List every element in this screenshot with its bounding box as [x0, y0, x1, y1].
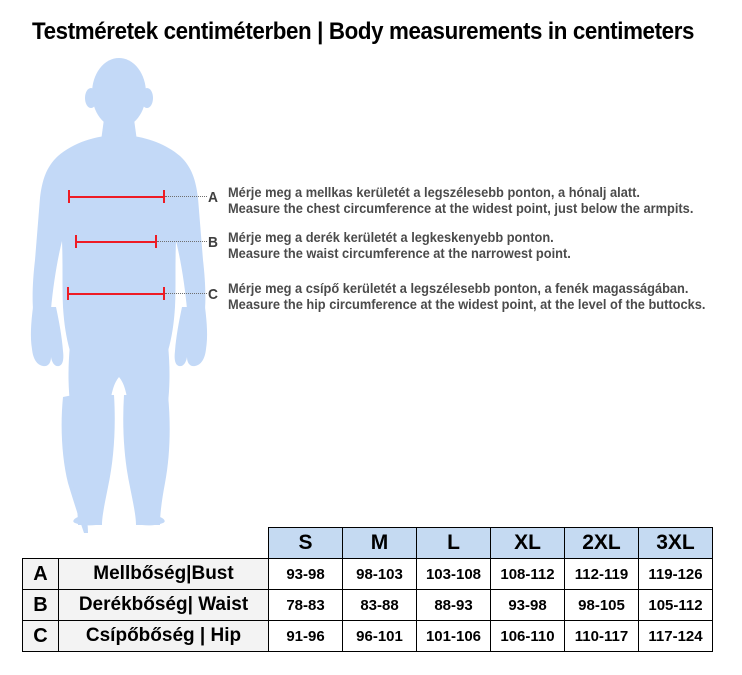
leader-line-b: [157, 241, 207, 242]
description-a: Mérje meg a mellkas kerületét a legszéle…: [228, 185, 703, 217]
cell-waist-m: 83-88: [342, 589, 417, 621]
description-c: Mérje meg a csípő kerületét a legszélese…: [228, 281, 706, 313]
size-table-body: A Mellbőség|Bust 93-98 98-103 103-108 10…: [22, 558, 713, 652]
measurement-cap-c-right: [163, 287, 165, 300]
size-header-s: S: [268, 527, 343, 559]
body-silhouette-figure: [18, 55, 238, 535]
cell-waist-3xl: 105-112: [638, 589, 713, 621]
cell-waist-2xl: 98-105: [564, 589, 639, 621]
size-header-xl: XL: [490, 527, 565, 559]
corner-blank-name: [59, 528, 269, 559]
size-header-3xl: 3XL: [638, 527, 713, 559]
corner-blank-letter: [23, 528, 59, 559]
row-letter-a: A: [22, 558, 59, 590]
cell-hip-xl: 106-110: [490, 620, 565, 652]
cell-bust-l: 103-108: [416, 558, 491, 590]
row-name-hip: Csípőbőség | Hip: [58, 620, 269, 652]
measurement-cap-c-left: [67, 287, 69, 300]
size-header-l: L: [416, 527, 491, 559]
description-a-en: Measure the chest circumference at the w…: [228, 201, 694, 216]
cell-waist-xl: 93-98: [490, 589, 565, 621]
cell-bust-s: 93-98: [268, 558, 343, 590]
description-b: Mérje meg a derék kerületét a legkeskeny…: [228, 230, 703, 262]
size-table: S M L XL 2XL 3XL A Mellbőség|Bust 93-98 …: [22, 527, 713, 652]
callout-label-c: C: [208, 286, 218, 303]
measurement-line-b: [75, 241, 155, 243]
cell-waist-l: 88-93: [416, 589, 491, 621]
description-b-hu: Mérje meg a derék kerületét a legkeskeny…: [228, 230, 554, 245]
cell-bust-m: 98-103: [342, 558, 417, 590]
size-header-2xl: 2XL: [564, 527, 639, 559]
row-letter-b: B: [22, 589, 59, 621]
callout-label-a: A: [208, 189, 218, 206]
size-table-header-row: S M L XL 2XL 3XL: [23, 527, 713, 559]
body-silhouette-icon: [30, 58, 208, 533]
cell-bust-2xl: 112-119: [564, 558, 639, 590]
cell-bust-3xl: 119-126: [638, 558, 713, 590]
cell-hip-l: 101-106: [416, 620, 491, 652]
table-row: A Mellbőség|Bust 93-98 98-103 103-108 10…: [22, 558, 713, 590]
cell-hip-s: 91-96: [268, 620, 343, 652]
row-letter-c: C: [22, 620, 59, 652]
callout-label-b: B: [208, 234, 218, 251]
description-c-hu: Mérje meg a csípő kerületét a legszélese…: [228, 281, 689, 296]
cell-bust-xl: 108-112: [490, 558, 565, 590]
size-header-m: M: [342, 527, 417, 559]
measurement-line-a: [68, 196, 163, 198]
cell-hip-m: 96-101: [342, 620, 417, 652]
cell-hip-2xl: 110-117: [564, 620, 639, 652]
measurement-cap-b-left: [75, 235, 77, 248]
leader-line-c: [165, 293, 207, 294]
measurement-line-c: [67, 293, 163, 295]
measurement-cap-b-right: [155, 235, 157, 248]
row-name-bust: Mellbőség|Bust: [58, 558, 269, 590]
leader-line-a: [165, 196, 207, 197]
measurement-cap-a-left: [68, 190, 70, 203]
page-title: Testméretek centiméterben | Body measure…: [32, 18, 695, 45]
size-table-head: S M L XL 2XL 3XL: [23, 527, 713, 559]
table-row: C Csípőbőség | Hip 91-96 96-101 101-106 …: [22, 620, 713, 652]
cell-waist-s: 78-83: [268, 589, 343, 621]
measurement-cap-a-right: [163, 190, 165, 203]
table-row: B Derékbőség| Waist 78-83 83-88 88-93 93…: [22, 589, 713, 621]
row-name-waist: Derékbőség| Waist: [58, 589, 269, 621]
description-b-en: Measure the waist circumference at the n…: [228, 246, 571, 261]
description-a-hu: Mérje meg a mellkas kerületét a legszéle…: [228, 185, 640, 200]
description-c-en: Measure the hip circumference at the wid…: [228, 297, 706, 312]
cell-hip-3xl: 117-124: [638, 620, 713, 652]
